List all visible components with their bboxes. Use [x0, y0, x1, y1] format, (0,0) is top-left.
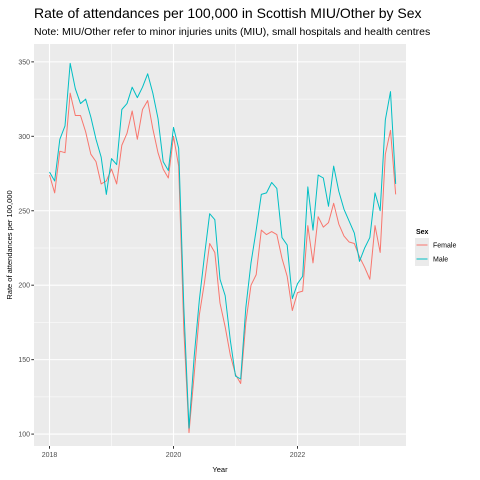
series-line-male [49, 62, 397, 429]
legend-item-male: Male [415, 252, 448, 266]
legend: Sex Female Male [415, 229, 456, 266]
y-tick-label: 150 [18, 357, 30, 364]
x-axis: 2018 2020 2022 [42, 446, 306, 459]
legend-label-female: Female [433, 243, 456, 250]
grid-minor [34, 44, 406, 446]
legend-item-female: Female [415, 238, 456, 252]
y-tick-label: 350 [18, 59, 30, 66]
chart-subtitle: Note: MIU/Other refer to minor injuries … [34, 26, 430, 38]
plot-panel [34, 44, 406, 446]
x-tick-label: 2022 [290, 452, 306, 459]
y-tick-label: 200 [18, 283, 30, 290]
chart-title: Rate of attendances per 100,000 in Scott… [34, 5, 422, 21]
y-axis-title: Rate of attendances per 100,000 [5, 190, 14, 299]
y-tick-label: 300 [18, 134, 30, 141]
x-axis-title: Year [212, 465, 228, 474]
y-axis: 100 150 200 250 300 350 [18, 59, 34, 439]
series-line-female [49, 92, 397, 434]
x-tick-label: 2020 [166, 452, 182, 459]
y-tick-label: 100 [18, 432, 30, 439]
x-tick-label: 2018 [42, 452, 58, 459]
series-lines [49, 62, 397, 434]
legend-title: Sex [416, 229, 429, 236]
legend-label-male: Male [433, 257, 448, 264]
y-tick-label: 250 [18, 208, 30, 215]
grid-major [34, 44, 406, 446]
